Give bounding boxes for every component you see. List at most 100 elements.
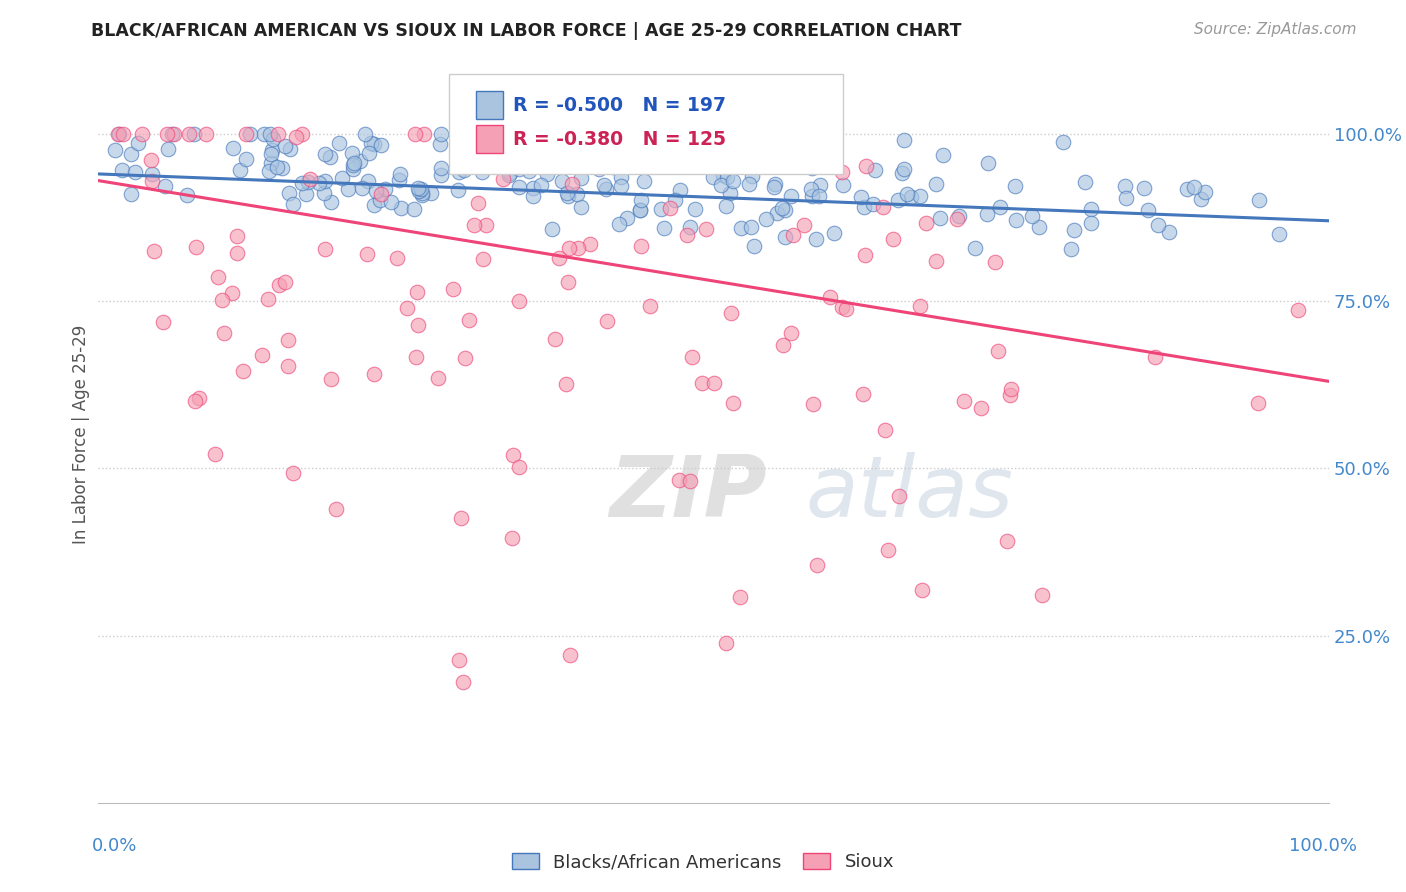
Point [124, 165, 146, 179]
Point [508, 460, 530, 475]
Point [402, 202, 425, 216]
Point [977, 156, 1000, 170]
Point [314, 242, 336, 256]
Point [468, 133, 491, 147]
Point [720, 306, 742, 320]
Point [342, 146, 364, 161]
Point [492, 172, 515, 186]
Point [222, 141, 245, 155]
Point [211, 293, 233, 307]
Point [668, 135, 690, 149]
Point [554, 145, 576, 160]
Point [609, 178, 631, 193]
Point [554, 128, 576, 142]
Point [536, 148, 558, 162]
Point [183, 127, 205, 141]
Point [395, 301, 418, 315]
Point [998, 388, 1021, 402]
Point [679, 474, 702, 488]
Point [370, 187, 392, 202]
Point [915, 216, 938, 230]
Point [325, 501, 347, 516]
Point [808, 178, 831, 192]
Point [773, 202, 796, 217]
Point [1080, 217, 1102, 231]
Point [755, 211, 778, 226]
Point [225, 228, 247, 243]
Point [853, 200, 876, 214]
Point [153, 179, 176, 194]
Point [429, 137, 451, 152]
Point [447, 653, 470, 667]
Point [740, 219, 762, 234]
Point [364, 184, 387, 198]
Point [703, 376, 725, 391]
Point [363, 198, 385, 212]
Point [561, 177, 583, 191]
Point [990, 200, 1012, 214]
Point [744, 239, 766, 253]
Point [260, 156, 283, 170]
Point [141, 167, 163, 181]
Point [565, 187, 588, 202]
Point [873, 423, 896, 437]
Point [204, 447, 226, 461]
Point [544, 332, 567, 346]
Point [281, 467, 304, 481]
Point [638, 299, 661, 313]
Point [852, 387, 875, 401]
Point [412, 127, 434, 141]
Point [987, 344, 1010, 359]
Point [139, 153, 162, 168]
Point [152, 315, 174, 329]
Point [411, 187, 433, 202]
Point [889, 489, 911, 503]
Point [471, 165, 494, 179]
Point [711, 168, 734, 182]
Point [430, 127, 453, 141]
Point [963, 241, 986, 255]
Point [266, 160, 288, 174]
Point [120, 147, 142, 161]
Point [636, 136, 658, 150]
Text: atlas: atlas [806, 452, 1014, 535]
Point [633, 174, 655, 188]
Point [893, 161, 915, 176]
Point [229, 162, 252, 177]
Point [801, 158, 824, 172]
Point [1005, 213, 1028, 227]
Point [824, 226, 846, 240]
Point [536, 167, 558, 181]
Point [475, 218, 498, 232]
Point [716, 636, 738, 650]
Point [342, 161, 364, 176]
Point [772, 338, 794, 352]
Point [1133, 181, 1156, 195]
Point [225, 245, 247, 260]
Point [239, 127, 262, 141]
Point [548, 251, 571, 265]
Point [806, 232, 828, 246]
Point [695, 222, 717, 236]
Point [319, 372, 342, 386]
Point [141, 174, 163, 188]
Point [1175, 182, 1198, 196]
Point [808, 189, 831, 203]
Point [285, 129, 308, 144]
Point [449, 127, 471, 141]
Point [163, 127, 186, 141]
Point [676, 228, 699, 243]
Point [277, 334, 299, 348]
Point [721, 174, 744, 188]
Point [832, 178, 855, 193]
Point [330, 171, 353, 186]
Bar [477, 125, 503, 153]
Point [862, 196, 884, 211]
Point [793, 218, 815, 232]
Point [738, 178, 761, 192]
Point [343, 156, 366, 170]
Point [558, 648, 581, 663]
Bar [477, 91, 503, 120]
Point [489, 127, 512, 141]
Point [932, 148, 955, 162]
